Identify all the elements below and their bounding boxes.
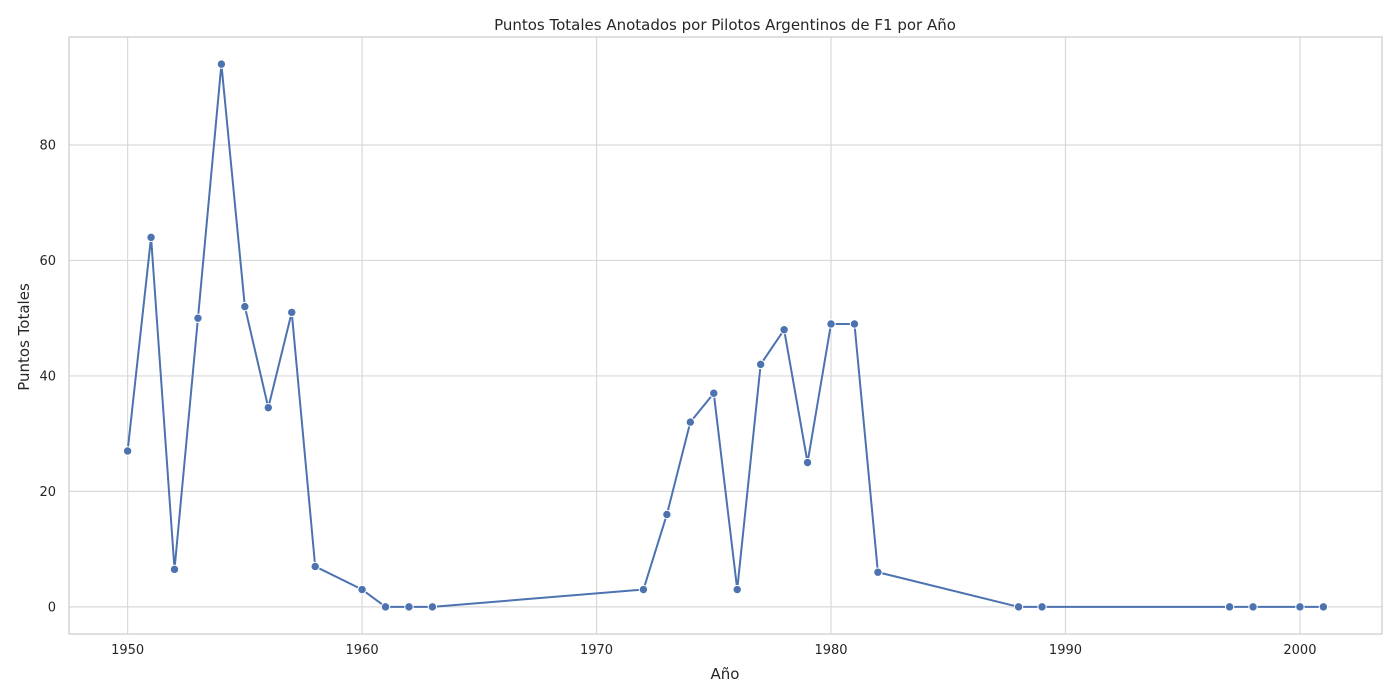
x-axis-title: Año	[711, 665, 740, 683]
data-point	[732, 584, 742, 595]
data-point	[779, 325, 789, 335]
grid	[69, 37, 1382, 634]
x-axis-ticks: 1950 1960 1970 1980 1990 2000	[111, 643, 1316, 658]
data-point	[240, 301, 250, 312]
data-point	[1013, 602, 1024, 612]
data-point	[380, 602, 391, 612]
data-point	[873, 567, 883, 577]
data-point	[662, 509, 672, 520]
x-tick-label: 1980	[814, 643, 847, 658]
data-point	[685, 417, 696, 427]
data-point	[638, 584, 649, 595]
series-layer	[122, 59, 1329, 612]
x-tick-label: 2000	[1283, 643, 1316, 658]
data-point	[1248, 602, 1258, 612]
x-tick-label: 1990	[1049, 643, 1082, 658]
y-tick-label: 80	[39, 138, 56, 153]
data-point	[802, 457, 813, 468]
data-point	[427, 602, 438, 612]
data-point	[310, 561, 320, 572]
x-tick-label: 1960	[346, 643, 379, 658]
data-point	[122, 446, 133, 456]
plot-frame	[68, 36, 1383, 635]
x-tick-label: 1970	[580, 643, 613, 658]
y-axis-ticks: 0 20 40 60 80	[39, 138, 56, 615]
data-point	[216, 59, 227, 69]
data-point	[1295, 602, 1305, 612]
y-tick-label: 40	[39, 369, 56, 384]
data-point	[193, 313, 203, 323]
data-point	[826, 319, 836, 329]
data-point	[1037, 602, 1047, 612]
chart-title: Puntos Totales Anotados por Pilotos Arge…	[494, 16, 956, 34]
data-point	[404, 602, 414, 612]
data-point	[849, 319, 860, 329]
y-tick-label: 0	[48, 600, 56, 615]
data-point	[755, 359, 766, 370]
data-point	[169, 564, 180, 575]
data-point	[146, 232, 156, 243]
y-axis-title: Puntos Totales	[15, 283, 33, 391]
x-tick-label: 1950	[111, 643, 144, 658]
data-point	[1318, 602, 1329, 612]
data-point	[287, 307, 297, 318]
y-tick-label: 20	[39, 485, 56, 500]
data-point	[709, 388, 719, 398]
data-point	[263, 402, 273, 413]
data-point	[1224, 602, 1235, 612]
y-tick-label: 60	[39, 254, 56, 269]
data-point	[357, 584, 367, 595]
